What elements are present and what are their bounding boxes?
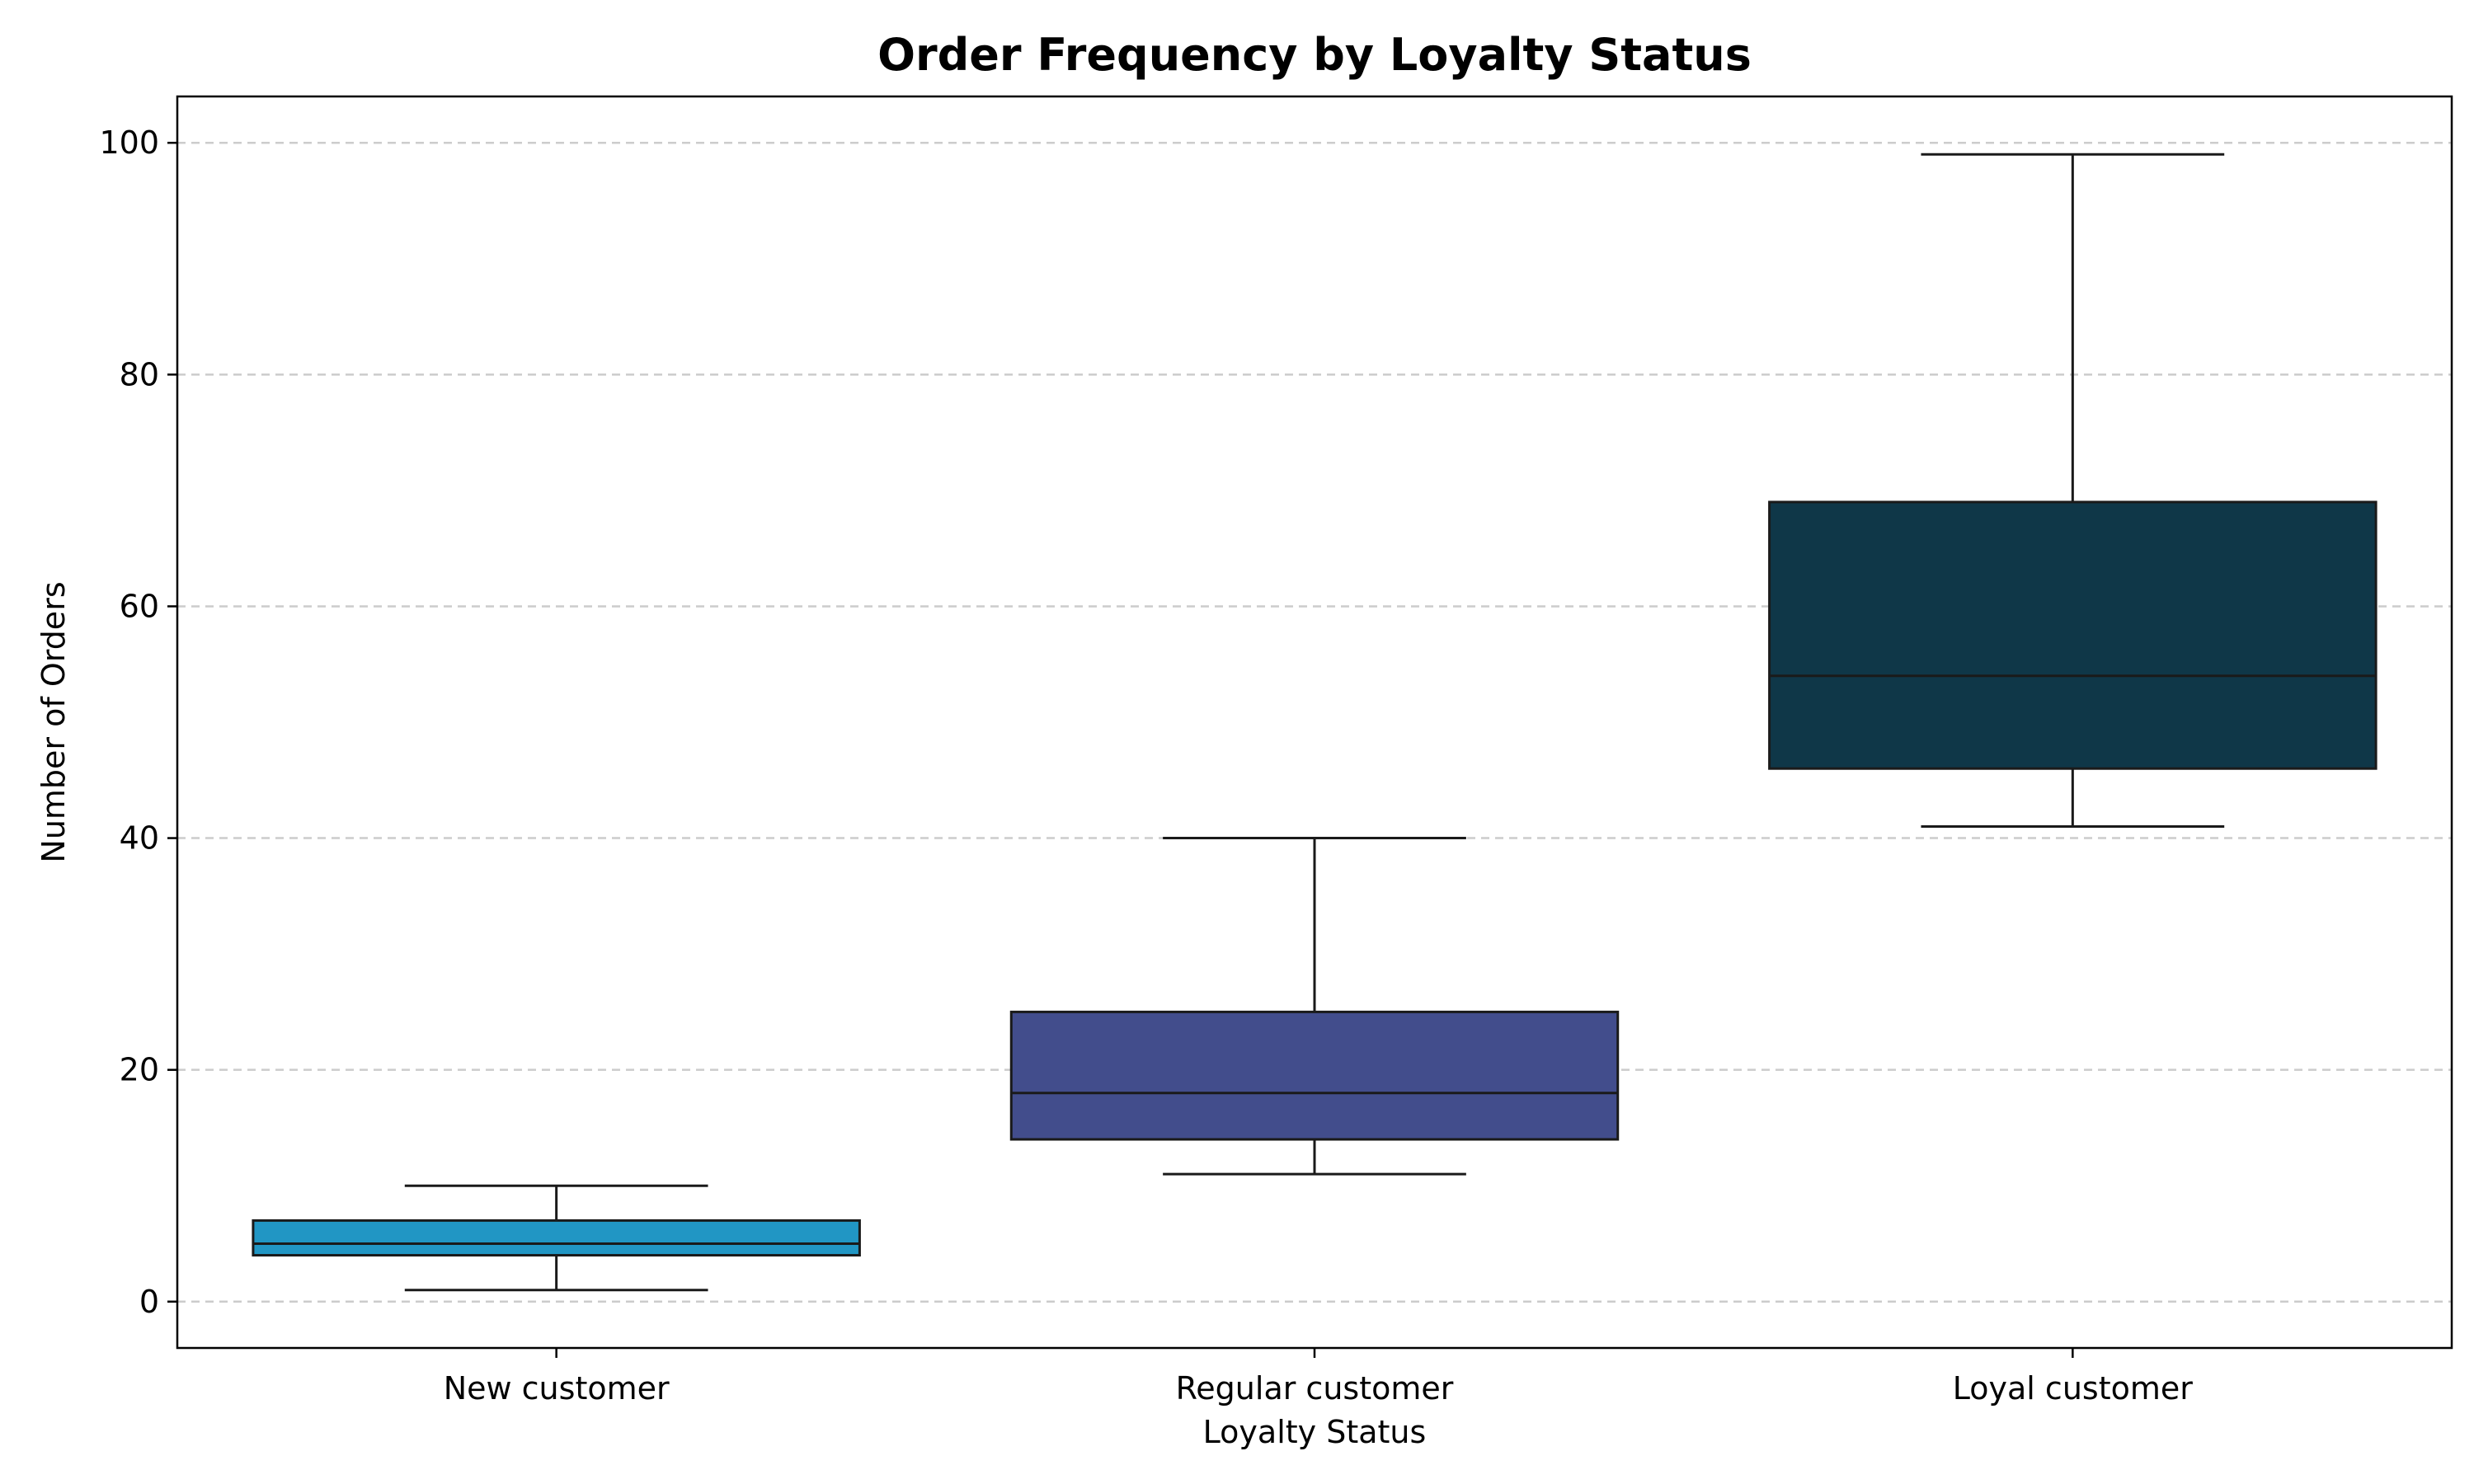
x-tick-label: Loyal customer — [1953, 1370, 2193, 1407]
x-tick-label: New customer — [444, 1370, 670, 1407]
box-group — [1768, 153, 2378, 828]
y-tick-label: 20 — [120, 1052, 159, 1088]
iqr-box — [252, 1219, 861, 1257]
box-series — [252, 153, 2378, 1292]
iqr-box — [1768, 500, 2378, 770]
plot-area-frame — [176, 95, 2453, 1350]
y-axis-label: Number of Orders — [35, 581, 72, 862]
y-tick-label: 60 — [120, 588, 159, 624]
y-tick-label: 40 — [120, 820, 159, 857]
x-axis-ticks: New customer Regular customer Loyal custom… — [444, 1348, 2193, 1407]
y-tick-label: 80 — [120, 356, 159, 392]
y-axis-ticks: 0 20 40 60 80 100 — [99, 124, 177, 1320]
y-tick-label: 0 — [139, 1284, 159, 1320]
iqr-box — [1009, 1010, 1620, 1141]
y-tick-label: 100 — [99, 124, 159, 161]
chart-title: Order Frequency by Loyalty Status — [877, 29, 1752, 81]
box-group — [1009, 837, 1620, 1176]
x-axis-label: Loyalty Status — [1203, 1414, 1427, 1450]
x-tick-label: Regular customer — [1176, 1370, 1454, 1407]
box-group — [252, 1184, 861, 1292]
